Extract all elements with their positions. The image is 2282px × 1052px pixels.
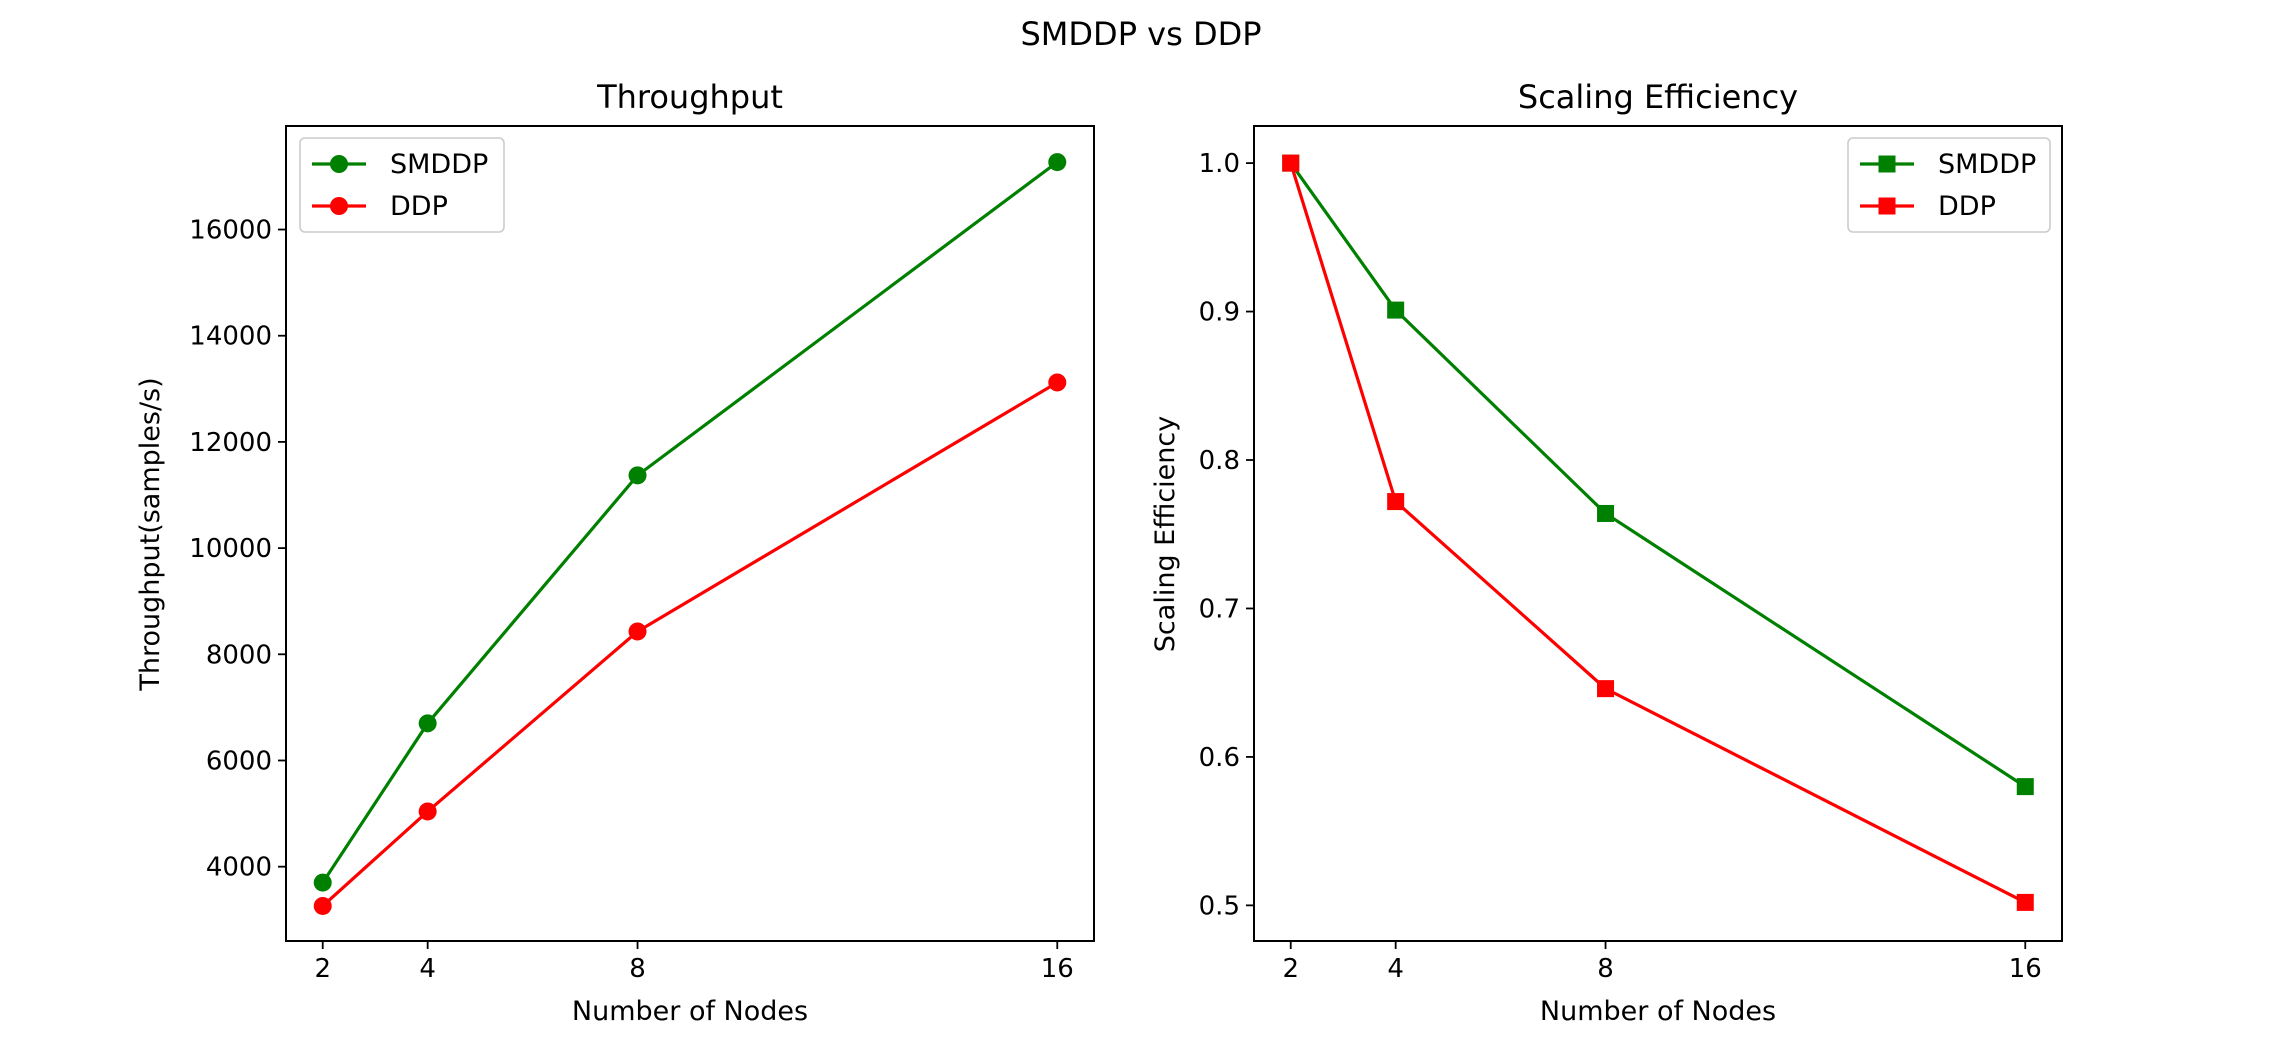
scaling-efficiency-y-tick-label: 1.0 — [1199, 149, 1240, 179]
throughput-y-tick-label: 6000 — [206, 746, 272, 776]
throughput-x-tick-label: 4 — [419, 954, 436, 984]
throughput-plot-frame — [285, 125, 1095, 942]
scaling-efficiency-y-axis-label: Scaling Efficiency — [1150, 416, 1181, 652]
throughput-ddp-point — [418, 802, 437, 821]
throughput-ddp-line — [321, 381, 1059, 908]
throughput-x-tick-label: 16 — [1041, 954, 1074, 984]
scaling-efficiency-legend: SMDDP DDP — [1847, 137, 2051, 233]
scaling-efficiency-smddp-point — [1597, 504, 1615, 522]
scaling-efficiency-chart-title: Scaling Efficiency — [1518, 78, 1798, 116]
scaling-efficiency-y-tick-label: 0.9 — [1199, 298, 1240, 328]
scaling-efficiency-legend-ddp-label: DDP — [1938, 191, 1996, 222]
scaling-efficiency-x-tick-label: 4 — [1387, 954, 1404, 984]
throughput-y-tick-label: 14000 — [189, 322, 272, 352]
scaling-efficiency-smddp-point — [1387, 301, 1405, 319]
scaling-efficiency-y-tick-label: 0.7 — [1199, 594, 1240, 624]
throughput-smddp-line — [321, 160, 1059, 884]
scaling-efficiency-x-axis-label: Number of Nodes — [1540, 996, 1776, 1027]
throughput-x-tick-label: 8 — [629, 954, 646, 984]
scaling-efficiency-x-tick-label: 16 — [2009, 954, 2042, 984]
figure-suptitle: SMDDP vs DDP — [1020, 15, 1261, 53]
scaling-efficiency-y-tick-label: 0.5 — [1199, 891, 1240, 921]
throughput-y-tick-label: 12000 — [189, 428, 272, 458]
throughput-y-axis-label: Throughput(samples/s) — [135, 377, 166, 691]
throughput-legend-smddp-label: SMDDP — [390, 149, 488, 180]
throughput-legend: SMDDP DDP — [299, 137, 505, 233]
throughput-smddp-point — [1048, 153, 1067, 172]
throughput-legend-ddp-marker — [330, 197, 348, 215]
throughput-smddp-point — [418, 714, 437, 733]
throughput-y-tick-label: 10000 — [189, 534, 272, 564]
throughput-legend-smddp-marker — [330, 155, 348, 173]
scaling-efficiency-ddp-point — [1597, 680, 1615, 698]
scaling-efficiency-smddp-line — [1289, 162, 2027, 788]
scaling-efficiency-x-tick-label: 8 — [1597, 954, 1614, 984]
scaling-efficiency-legend-box — [1847, 137, 2051, 233]
throughput-x-axis-label: Number of Nodes — [572, 996, 808, 1027]
scaling-efficiency-ddp-line — [1289, 162, 2026, 904]
throughput-y-tick-label: 8000 — [206, 640, 272, 670]
scaling-efficiency-ddp-point — [1282, 154, 1300, 172]
scaling-efficiency-ddp-point — [1387, 493, 1405, 511]
scaling-efficiency-legend-smddp-marker — [1878, 155, 1896, 173]
throughput-ddp-point — [313, 896, 332, 915]
throughput-x-tick-label: 2 — [314, 954, 331, 984]
throughput-legend-box — [299, 137, 505, 233]
scaling-efficiency-ddp-point — [2016, 893, 2034, 911]
throughput-legend-ddp-label: DDP — [390, 191, 448, 222]
throughput-chart: Throughput Number of Nodes Throughput(sa… — [135, 78, 1095, 1027]
scaling-efficiency-y-tick-label: 0.8 — [1199, 446, 1240, 476]
scaling-efficiency-chart: Scaling Efficiency Number of Nodes Scali… — [1150, 78, 2063, 1027]
throughput-ddp-point — [628, 622, 647, 641]
throughput-y-tick-label: 4000 — [206, 853, 272, 883]
throughput-ddp-point — [1048, 373, 1067, 392]
scaling-efficiency-y-tick-label: 0.6 — [1199, 743, 1240, 773]
throughput-smddp-point — [313, 873, 332, 892]
scaling-efficiency-plot-frame — [1253, 125, 2063, 942]
scaling-efficiency-x-tick-label: 2 — [1282, 954, 1299, 984]
scaling-efficiency-smddp-point — [2016, 778, 2034, 796]
throughput-chart-title: Throughput — [596, 78, 783, 116]
throughput-y-tick-label: 16000 — [189, 216, 272, 246]
scaling-efficiency-legend-smddp-label: SMDDP — [1938, 149, 2036, 180]
throughput-smddp-point — [628, 466, 647, 485]
scaling-efficiency-legend-ddp-marker — [1878, 197, 1896, 215]
